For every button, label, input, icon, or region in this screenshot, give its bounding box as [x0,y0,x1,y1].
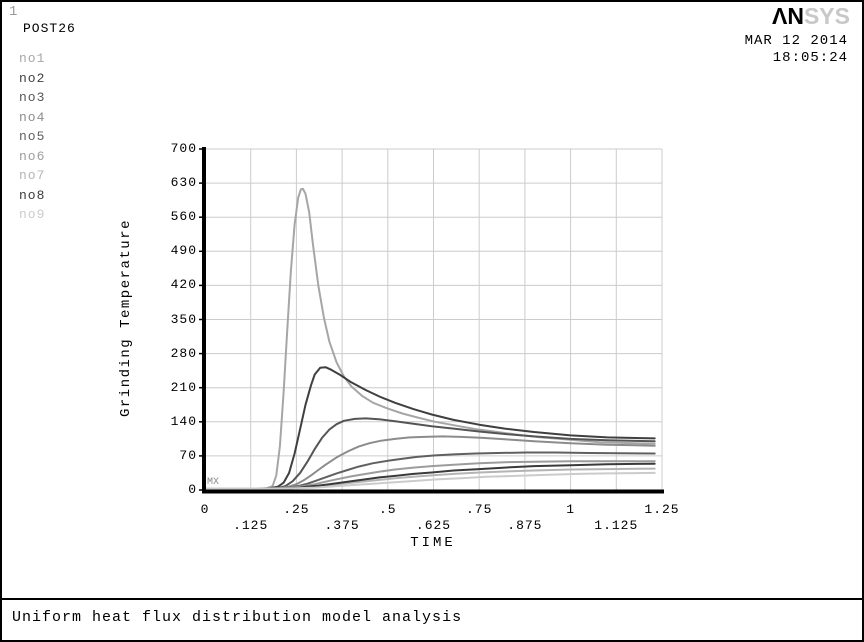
x-tick-label: .5 [378,502,397,517]
curve-legend: no1 no2 no3 no4 no5 no6 no7 no8 no9 [19,49,45,225]
x-tick-label: 1 [566,502,575,517]
origin-minmax-marker: MX [207,477,219,488]
legend-item-no1: no1 [19,51,46,66]
x-tick-label: .625 [415,518,452,533]
ansys-logo: ΛNSYS [772,3,850,30]
caption-text: Uniform heat flux distribution model ana… [12,609,463,626]
x-tick-label: .875 [507,518,543,533]
y-tick-label: 700 [170,141,197,156]
legend-item-no3: no3 [19,90,46,105]
y-tick-label: 420 [170,277,197,293]
legend-item-no7: no7 [19,168,46,183]
legend-item-no5: no5 [19,129,46,144]
curve-no2 [204,366,656,490]
curve-no3 [204,417,656,490]
y-tick-label: 350 [170,311,197,327]
curve-no4 [204,435,656,490]
x-tick-label: 1.125 [594,518,639,533]
x-tick-label: .75 [465,502,493,517]
y-tick-label: 0 [188,482,197,497]
x-tick-label: .25 [283,502,310,517]
curve-no9 [204,471,656,490]
caption-bar: Uniform heat flux distribution model ana… [2,598,862,640]
y-tick-label: 630 [170,175,197,191]
y-tick-label: 210 [170,379,197,395]
date-label: MAR 12 2014 [744,33,848,49]
legend-item-no9: no9 [19,207,46,222]
x-tick-label: .375 [324,518,360,533]
y-tick-label: 280 [170,345,197,361]
y-tick-label: 490 [170,243,197,259]
ansys-logo-dark-text: ΛN [772,3,804,29]
y-tick-label: 140 [170,413,197,429]
y-tick-label: 560 [170,209,197,225]
ansys-logo-light-text: SYS [803,3,850,29]
time-label: 18:05:24 [772,50,848,66]
datetime-stamp: MAR 12 2014 18:05:24 [745,33,848,67]
x-axis-title: TIME [410,535,456,551]
x-tick-label: 1.25 [644,502,680,517]
curve-no5 [204,451,656,490]
post26-label: POST26 [23,21,76,36]
x-tick-label: 0 [200,502,210,517]
legend-item-no4: no4 [19,109,46,125]
page-number: 1 [9,4,18,20]
y-tick-label: 70 [179,447,197,463]
x-tick-label: .125 [233,518,269,533]
legend-item-no8: no8 [19,187,46,203]
legend-item-no2: no2 [19,70,46,86]
curve-no1 [204,187,656,490]
legend-item-no6: no6 [19,148,46,164]
